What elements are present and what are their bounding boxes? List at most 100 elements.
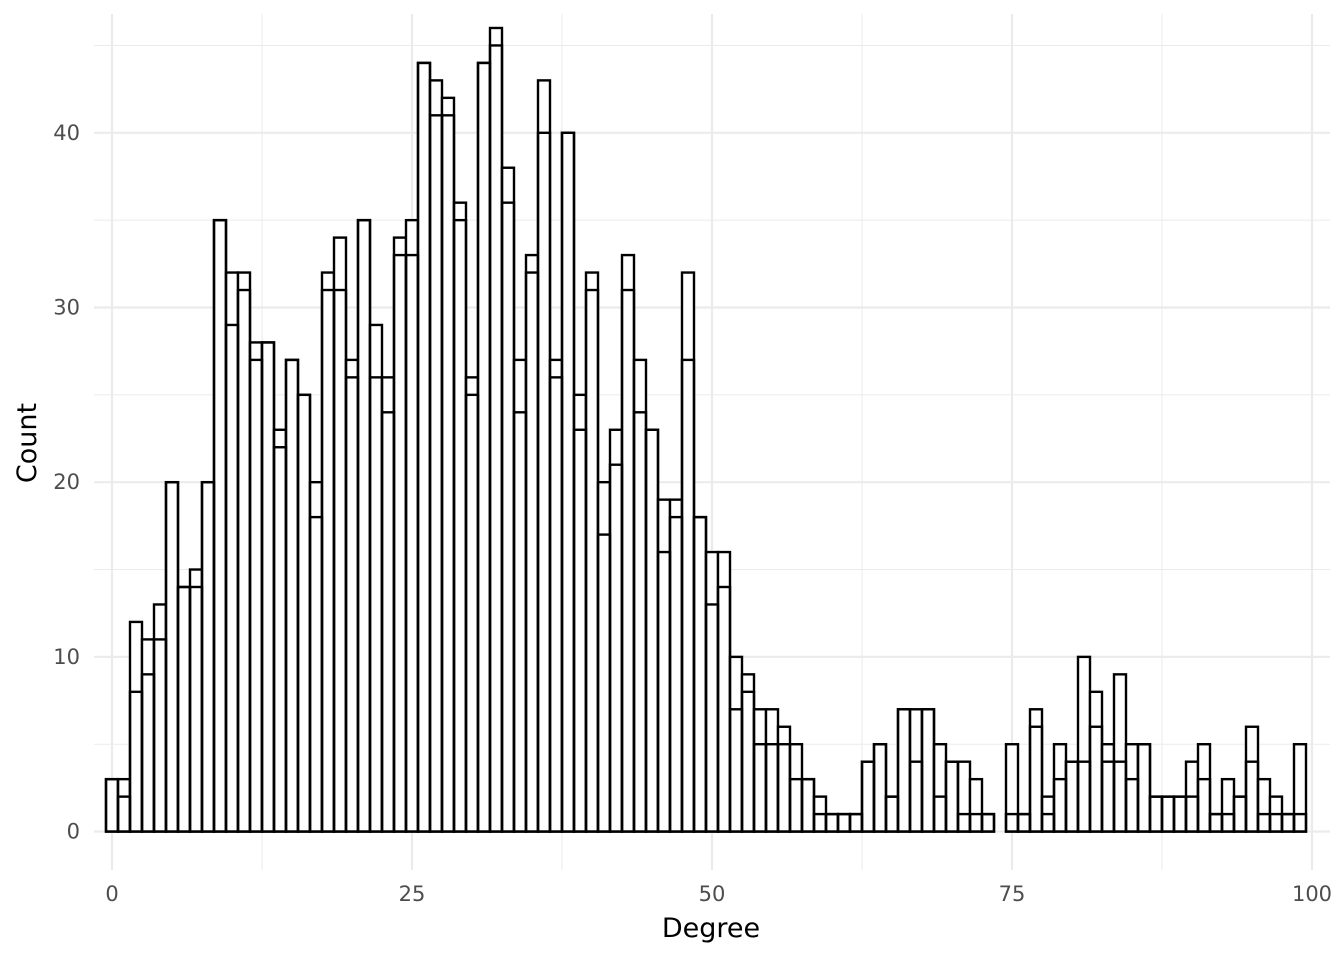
histogram-bar-series-1	[872, 743, 888, 833]
histogram-bar-series-1	[692, 515, 708, 833]
histogram-bar-series-1	[680, 271, 696, 833]
x-axis-title: Degree	[662, 913, 760, 944]
histogram-bar-series-1	[560, 131, 576, 833]
y-tick-label: 20	[53, 470, 80, 494]
histogram-bar-series-1	[188, 568, 204, 833]
histogram-bar-series-1	[1208, 812, 1224, 833]
histogram-bar-series-2	[1136, 743, 1152, 833]
x-tick-labels: 0 25 50 75 100	[105, 882, 1332, 906]
histogram-bar-series-1	[572, 393, 588, 833]
histogram-bar-series-1	[236, 271, 252, 833]
histogram-bar-series-1	[512, 358, 528, 833]
histogram-bar-series-1	[248, 341, 264, 833]
histogram-bar-series-1	[524, 253, 540, 833]
histogram-bar-series-1	[788, 743, 804, 833]
histogram-bar-series-1	[1004, 743, 1020, 833]
histogram-bar-series-1	[956, 760, 972, 833]
histogram-bar-series-1	[1244, 725, 1260, 833]
histogram-bar-series-1	[608, 428, 624, 833]
bars	[104, 26, 1308, 833]
histogram-bar-series-1	[344, 358, 360, 833]
histogram-bar-series-2	[944, 760, 960, 833]
histogram-bar-series-1	[836, 812, 852, 833]
histogram-bar-series-1	[884, 795, 900, 833]
histogram-bar-series-1	[1076, 655, 1092, 833]
histogram-bar-series-1	[176, 585, 192, 833]
histogram-bar-series-1	[752, 708, 768, 833]
histogram-bar-series-1	[380, 376, 396, 833]
histogram-bar-series-1	[212, 218, 228, 833]
histogram-bar-series-1	[776, 725, 792, 833]
histogram-bar-series-1	[164, 480, 180, 833]
histogram-bar-series-1	[1292, 743, 1308, 833]
histogram-bar-series-1	[1148, 795, 1164, 833]
histogram-bar-series-1	[548, 358, 564, 833]
histogram-bar-series-1	[476, 61, 492, 833]
histogram-bar-series-1	[740, 673, 756, 833]
histogram-bar-series-1	[224, 271, 240, 833]
histogram-bar-series-1	[1112, 673, 1128, 833]
histogram-bar-series-1	[116, 777, 132, 833]
histogram-bar-series-1	[668, 498, 684, 833]
histogram-bar-series-2	[920, 708, 936, 833]
histogram-bar-series-1	[644, 428, 660, 833]
histogram-bar-series-1	[1232, 795, 1248, 833]
histogram-bar-series-1	[536, 79, 552, 833]
x-tick-label: 100	[1292, 882, 1332, 906]
histogram-bar-series-1	[128, 620, 144, 833]
histogram-bar-series-1	[296, 393, 312, 833]
histogram-bar-series-1	[404, 218, 420, 833]
x-tick-label: 75	[999, 882, 1026, 906]
histogram-bar-series-1	[140, 638, 156, 833]
histogram-bar-series-1	[1220, 777, 1236, 833]
histogram-bar-series-2	[800, 777, 816, 833]
histogram-bar-series-1	[716, 550, 732, 833]
histogram-bar-series-2	[980, 812, 996, 833]
histogram-bar-series-1	[1064, 760, 1080, 833]
histogram-bar-series-1	[848, 812, 864, 833]
x-tick-label: 0	[105, 882, 118, 906]
histogram-bar-series-1	[800, 777, 816, 833]
histogram-bar-series-1	[944, 760, 960, 833]
histogram-bar-series-1	[104, 777, 120, 833]
histogram-bar-series-1	[620, 253, 636, 833]
histogram-bar-series-1	[704, 550, 720, 833]
histogram-bar-series-1	[824, 812, 840, 833]
histogram-bar-series-1	[356, 218, 372, 833]
histogram-bar-series-1	[284, 358, 300, 833]
histogram-bar-series-1	[260, 341, 276, 833]
histogram-bar-series-1	[968, 777, 984, 833]
major-gridlines	[94, 14, 1330, 870]
histogram-bar-series-1	[1172, 795, 1188, 833]
histogram-bar-series-1	[1124, 743, 1140, 833]
histogram-bar-series-2	[1244, 760, 1260, 833]
histogram-bar-series-1	[368, 323, 384, 833]
histogram-bar-series-1	[920, 708, 936, 833]
histogram-bar-series-1	[440, 96, 456, 833]
y-axis-title: Count	[12, 403, 43, 483]
histogram-bar-series-1	[1280, 812, 1296, 833]
histogram-bar-series-1	[392, 236, 408, 833]
histogram-bar-series-1	[908, 708, 924, 833]
histogram-bar-series-1	[452, 201, 468, 833]
histogram-bar-series-1	[860, 760, 876, 833]
histogram-bar-series-1	[1160, 795, 1176, 833]
histogram-bar-series-1	[1196, 743, 1212, 833]
y-tick-label: 30	[53, 295, 80, 319]
histogram-bar-series-1	[584, 271, 600, 833]
x-tick-label: 50	[699, 882, 726, 906]
histogram-bar-series-1	[728, 655, 744, 833]
histogram-bar-series-2	[872, 743, 888, 833]
histogram-bar-series-2	[1292, 812, 1308, 833]
histogram-bar-series-1	[488, 26, 504, 833]
histogram-bar-series-2	[1196, 777, 1212, 833]
histogram-bar-series-2	[1028, 725, 1044, 833]
histogram-bar-series-1	[1100, 743, 1116, 833]
y-tick-label: 0	[67, 820, 80, 844]
histogram-bar-series-1	[1016, 812, 1032, 833]
histogram-bar-series-1	[656, 498, 672, 833]
y-tick-labels: 0 10 20 30 40	[53, 121, 80, 844]
histogram-bar-series-1	[632, 358, 648, 833]
histogram-bar-series-1	[500, 166, 516, 833]
